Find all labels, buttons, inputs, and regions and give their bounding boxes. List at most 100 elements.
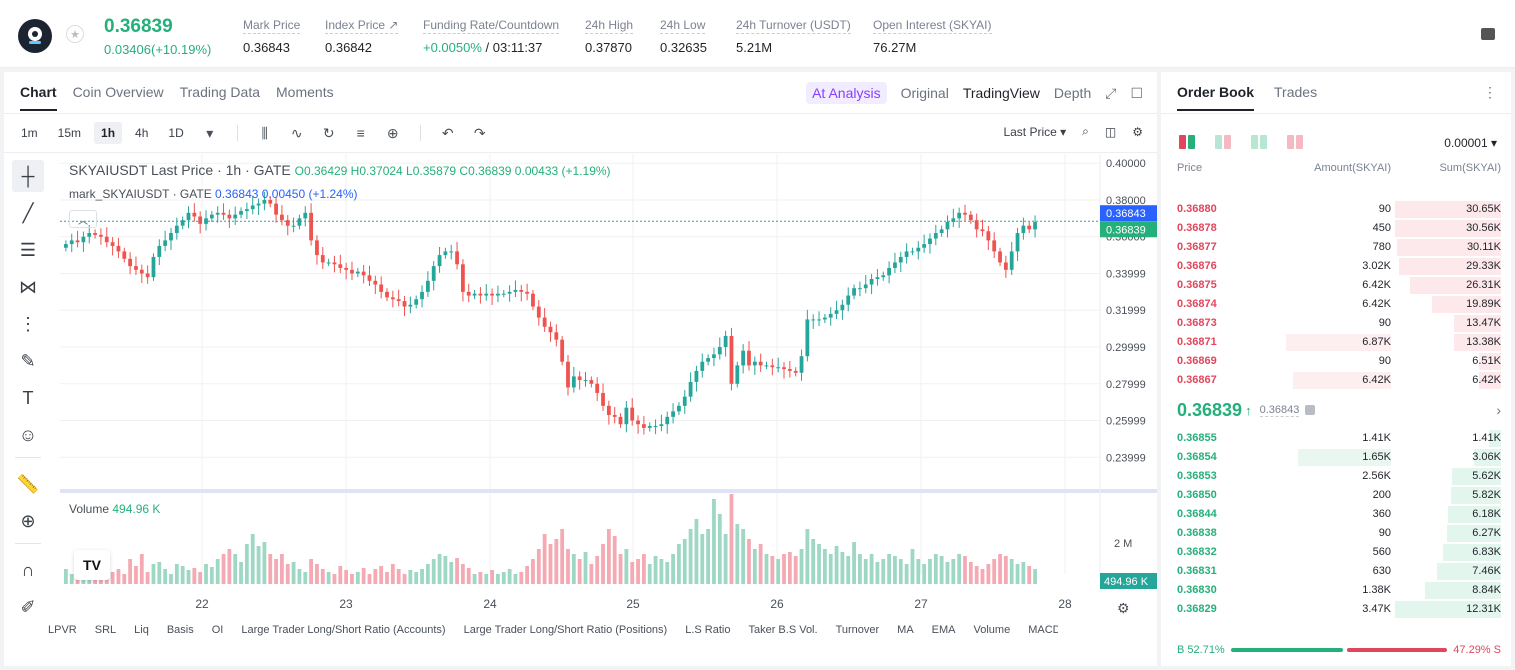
templates-icon[interactable]: ≡: [356, 125, 365, 141]
indicators-icon[interactable]: ∿: [290, 124, 303, 141]
tab-depth[interactable]: Depth: [1053, 85, 1092, 101]
time-axis-label: 24: [483, 597, 497, 611]
chevron-right-icon[interactable]: ›: [1496, 402, 1501, 418]
crosshair-icon[interactable]: ┼: [12, 160, 44, 192]
gear-icon[interactable]: ⚙: [1132, 124, 1143, 139]
fib-icon[interactable]: ⋮: [19, 313, 37, 334]
book-mode-asks-icon[interactable]: [1287, 135, 1303, 149]
magnet-icon[interactable]: ∩: [21, 559, 35, 580]
volume-bar: [939, 556, 944, 584]
trend-line-icon[interactable]: ╱: [22, 202, 34, 223]
orderbook-panel: Order Book Trades ⋮ 0.00001 ▾ Price Amou…: [1161, 72, 1511, 666]
tab-trades[interactable]: Trades: [1274, 84, 1318, 100]
bid-row[interactable]: 0.36831 630 7.46K: [1161, 562, 1511, 581]
collapse-legend-button[interactable]: ︿: [69, 210, 97, 228]
timeframe-1d[interactable]: 1D: [168, 126, 184, 140]
add-alert-icon[interactable]: ⊕: [386, 124, 399, 141]
indicator-large-trader-long-short-ratio-positions-[interactable]: Large Trader Long/Short Ratio (Positions…: [463, 624, 668, 636]
indicator-macd[interactable]: MACD: [1028, 624, 1058, 636]
indicator-large-trader-long-short-ratio-accounts-[interactable]: Large Trader Long/Short Ratio (Accounts): [241, 624, 446, 636]
depth-bar: [1474, 449, 1501, 466]
search-icon[interactable]: ⌕: [1082, 124, 1089, 138]
favorite-star-icon[interactable]: ★: [66, 25, 84, 43]
pattern-icon[interactable]: ⋈: [19, 276, 37, 297]
pencil-lock-icon[interactable]: ✐: [20, 596, 36, 617]
bid-row[interactable]: 0.36850 200 5.82K: [1161, 486, 1511, 505]
ask-row[interactable]: 0.36876 3.02K 29.33K: [1161, 257, 1511, 276]
timeframe-15m[interactable]: 15m: [57, 126, 82, 140]
stat-index-price[interactable]: Index Price ↗ 0.36842: [325, 18, 399, 55]
indicator-srl[interactable]: SRL: [94, 624, 117, 636]
ask-row[interactable]: 0.36871 6.87K 13.38K: [1161, 333, 1511, 352]
tab-order-book[interactable]: Order Book: [1177, 84, 1255, 111]
indicator-ma[interactable]: MA: [897, 624, 914, 636]
tab-tradingview[interactable]: TradingView: [962, 85, 1040, 101]
ask-row[interactable]: 0.36880 90 30.65K: [1161, 200, 1511, 219]
bid-row[interactable]: 0.36838 90 6.27K: [1161, 524, 1511, 543]
tab-trading-data[interactable]: Trading Data: [179, 84, 261, 100]
timeframe-1h[interactable]: 1h: [94, 122, 123, 144]
book-mode-bids-icon[interactable]: [1251, 135, 1267, 149]
tab-moments[interactable]: Moments: [276, 84, 334, 100]
replay-icon[interactable]: ↻: [322, 124, 335, 141]
ask-row[interactable]: 0.36869 90 6.51K: [1161, 352, 1511, 371]
brush-icon[interactable]: ✎: [20, 350, 36, 371]
mid-price-row[interactable]: 0.36839 ↑ 0.36843 ›: [1177, 399, 1501, 421]
bid-row[interactable]: 0.36829 3.47K 12.31K: [1161, 600, 1511, 619]
divider: [15, 543, 41, 544]
indicator-taker-b-s-vol-[interactable]: Taker B.S Vol.: [748, 624, 818, 636]
bid-row[interactable]: 0.36855 1.41K 1.41K: [1161, 429, 1511, 448]
buy-sell-ratio: B 52.71% 47.29% S: [1177, 643, 1501, 657]
horizontal-lines-icon[interactable]: ☰: [19, 239, 37, 260]
ask-row[interactable]: 0.36875 6.42K 26.31K: [1161, 276, 1511, 295]
indicator-l-s-ratio[interactable]: L.S Ratio: [685, 624, 731, 636]
book-mode-split-icon[interactable]: [1215, 135, 1231, 149]
ask-row[interactable]: 0.36873 90 13.47K: [1161, 314, 1511, 333]
bid-row[interactable]: 0.36830 1.38K 8.84K: [1161, 581, 1511, 600]
ask-row[interactable]: 0.36874 6.42K 19.89K: [1161, 295, 1511, 314]
book-icon[interactable]: [1481, 28, 1495, 40]
book-mode-both-icon[interactable]: [1179, 135, 1195, 149]
bid-row[interactable]: 0.36853 2.56K 5.62K: [1161, 467, 1511, 486]
price-type-select[interactable]: Last Price ▾: [1003, 124, 1067, 139]
indicator-ema[interactable]: EMA: [931, 624, 956, 636]
bid-row[interactable]: 0.36844 360 6.18K: [1161, 505, 1511, 524]
window-icon[interactable]: ☐: [1130, 84, 1143, 101]
indicator-basis[interactable]: Basis: [166, 624, 194, 636]
scale-settings-icon[interactable]: ⚙: [1117, 600, 1130, 616]
tab-chart[interactable]: Chart: [20, 84, 57, 111]
undo-icon[interactable]: ↶: [441, 124, 454, 141]
emoji-icon[interactable]: ☺: [18, 424, 38, 445]
ask-row[interactable]: 0.36878 450 30.56K: [1161, 219, 1511, 238]
zoom-in-icon[interactable]: ⊕: [20, 510, 36, 531]
tab-ai-analysis[interactable]: A͏t Analysis: [806, 82, 887, 104]
price-chart[interactable]: 0.400000.380000.360000.339990.319990.299…: [60, 154, 1157, 618]
indicator-lpvr[interactable]: LPVR: [48, 624, 77, 636]
divider: [15, 457, 41, 458]
camera-icon[interactable]: ◫: [1104, 124, 1117, 139]
indicator-volume[interactable]: Volume: [973, 624, 1011, 636]
ask-row[interactable]: 0.36877 780 30.11K: [1161, 238, 1511, 257]
bid-row[interactable]: 0.36832 560 6.83K: [1161, 543, 1511, 562]
precision-select[interactable]: 0.00001 ▾: [1444, 136, 1497, 150]
indicator-liq[interactable]: Liq: [134, 624, 149, 636]
candle-body: [87, 233, 92, 237]
volume-bar: [741, 529, 746, 584]
indicator-oi[interactable]: OI: [211, 624, 224, 636]
tab-coin-overview[interactable]: Coin Overview: [72, 84, 164, 100]
tradingview-logo[interactable]: TV: [74, 550, 110, 580]
text-tool-icon[interactable]: T: [22, 387, 34, 408]
chevron-down-icon[interactable]: ▾: [206, 124, 214, 141]
indicator-turnover[interactable]: Turnover: [835, 624, 880, 636]
timeframe-4h[interactable]: 4h: [135, 126, 149, 140]
bid-row[interactable]: 0.36854 1.65K 3.06K: [1161, 448, 1511, 467]
candle-body: [209, 214, 214, 219]
ruler-icon[interactable]: 📏: [16, 473, 40, 494]
more-menu-icon[interactable]: ⋮: [1483, 84, 1497, 100]
tab-original[interactable]: Original: [900, 85, 949, 101]
redo-icon[interactable]: ↷: [473, 124, 486, 141]
ask-row[interactable]: 0.36867 6.42K 6.42K: [1161, 371, 1511, 390]
expand-icon[interactable]: ⤢: [1105, 84, 1117, 101]
candlestick-type-icon[interactable]: ⫼: [261, 124, 268, 141]
timeframe-1m[interactable]: 1m: [21, 126, 38, 140]
